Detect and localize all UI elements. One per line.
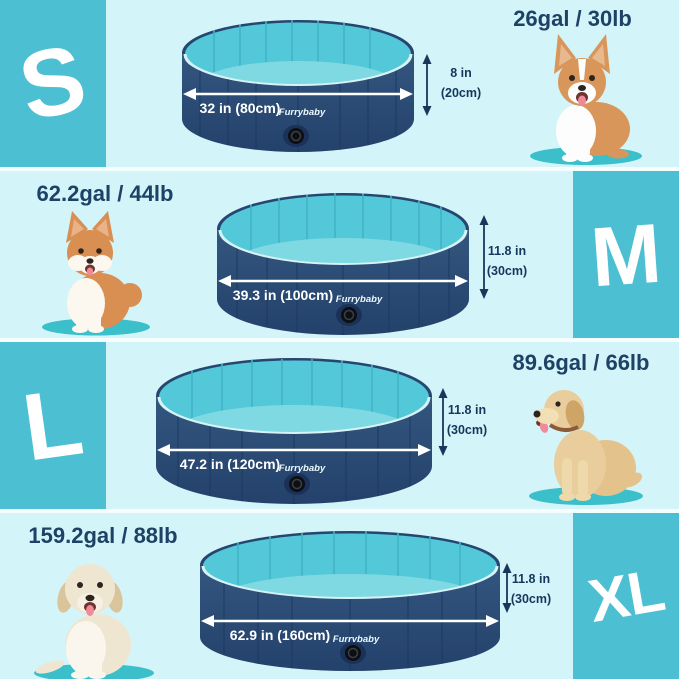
drain-valve [283,125,309,147]
brand-logo: Furrybaby [279,463,326,474]
pool-illustration-m: 39.3 in (100cm) Furrybaby [217,193,469,335]
size-letter-s: S [10,24,95,142]
labrador-illustration [34,564,154,679]
size-row-xl: 159.2gal / 88lb [0,513,679,679]
size-badge-xl: XL [573,513,679,679]
depth-cm: (20cm) [440,86,482,100]
depth-label: 11.8 in (30cm) [478,241,536,281]
pool-rim [183,53,413,87]
capacity-text: 26gal / 30lb [513,6,632,31]
size-letter-xl: XL [583,556,669,635]
depth-label: 11.8 in (30cm) [502,569,560,609]
size-row-l: L [0,342,679,509]
size-badge-l: L [0,342,106,509]
pool-illustration-s: 32 in (80cm) Furrybaby [182,20,414,152]
depth-cm: (30cm) [510,592,552,606]
diameter-label: 39.3 in (100cm) [233,287,333,303]
golden-retriever-illustration [529,390,643,505]
size-row-m: 62.2gal / 44lb [0,171,679,338]
size-badge-s: S [0,0,106,167]
size-letter-l: L [16,368,90,482]
capacity-text: 159.2gal / 88lb [28,523,178,548]
drain-valve [284,473,310,495]
drain-valve [340,642,366,664]
depth-cm: (30cm) [446,423,488,437]
depth-inches: 11.8 in [511,572,551,586]
pool-illustration-xl: 62.9 in (160cm) Furrybaby [200,531,500,671]
pool-rim [218,229,468,266]
corgi-illustration [530,34,642,165]
depth-arrow-icon [479,215,489,299]
pool-rim [201,565,499,600]
diameter-arrow [157,444,431,456]
depth-inches: 11.8 in [447,403,487,417]
size-letter-m: M [587,205,665,304]
depth-arrow-icon [502,563,512,613]
capacity-text: 62.2gal / 44lb [36,181,174,206]
size-badge-m: M [573,171,679,338]
brand-logo: Furrybaby [333,634,380,645]
depth-inches: 8 in [450,66,472,80]
diameter-arrow [201,615,499,627]
depth-label: 8 in (20cm) [432,63,490,103]
depth-arrow-icon [438,388,448,456]
diameter-arrow [218,275,468,287]
diameter-label: 62.9 in (160cm) [230,627,330,643]
diameter-label: 32 in (80cm) [200,100,281,116]
diameter-arrow [183,88,413,100]
depth-label: 11.8 in (30cm) [438,400,496,440]
shiba-inu-illustration [42,211,150,336]
depth-arrow-icon [422,54,432,116]
size-row-s: S [0,0,679,167]
brand-logo: Furrybaby [279,107,326,118]
brand-logo: Furrybaby [336,294,383,305]
depth-inches: 11.8 in [487,244,527,258]
capacity-text: 89.6gal / 66lb [512,350,650,375]
pool-illustration-l: 47.2 in (120cm) Furrybaby [156,358,432,504]
diameter-label: 47.2 in (120cm) [180,456,280,472]
drain-valve [336,304,362,326]
pool-rim [157,396,431,435]
depth-cm: (30cm) [486,264,528,278]
